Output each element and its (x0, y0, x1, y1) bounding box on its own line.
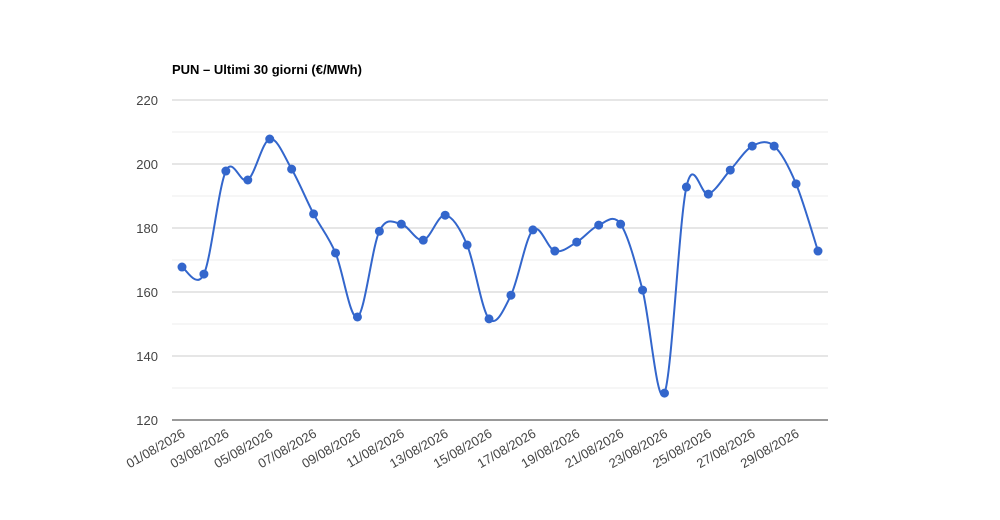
y-tick-label: 140 (136, 349, 158, 364)
data-point (638, 285, 648, 295)
y-tick-label: 160 (136, 285, 158, 300)
data-point (462, 240, 472, 250)
data-point (418, 235, 428, 245)
series-line (181, 138, 819, 397)
data-point (528, 225, 538, 235)
data-point (287, 164, 297, 174)
data-point (659, 388, 669, 398)
data-point (813, 246, 823, 256)
data-point (572, 237, 582, 247)
data-point (791, 179, 801, 189)
y-tick-label: 200 (136, 157, 158, 172)
data-point (616, 219, 626, 229)
data-point (221, 166, 231, 176)
data-point (199, 269, 209, 279)
data-point (265, 134, 275, 144)
data-point (747, 141, 757, 151)
data-point (331, 248, 341, 258)
data-point (484, 314, 494, 324)
data-point (396, 219, 406, 229)
y-tick-label: 220 (136, 93, 158, 108)
data-point (550, 246, 560, 256)
data-point (309, 209, 319, 219)
data-point (352, 312, 362, 322)
data-point (594, 220, 604, 230)
data-point (374, 226, 384, 236)
data-point (769, 141, 779, 151)
data-point (177, 262, 187, 272)
y-tick-label: 180 (136, 221, 158, 236)
y-tick-label: 120 (136, 413, 158, 428)
data-point (440, 210, 450, 220)
chart-title: PUN – Ultimi 30 giorni (€/MWh) (172, 62, 362, 77)
data-point (243, 175, 253, 185)
data-point (703, 189, 713, 199)
data-point (681, 182, 691, 192)
data-point (506, 290, 516, 300)
data-point (725, 165, 735, 175)
